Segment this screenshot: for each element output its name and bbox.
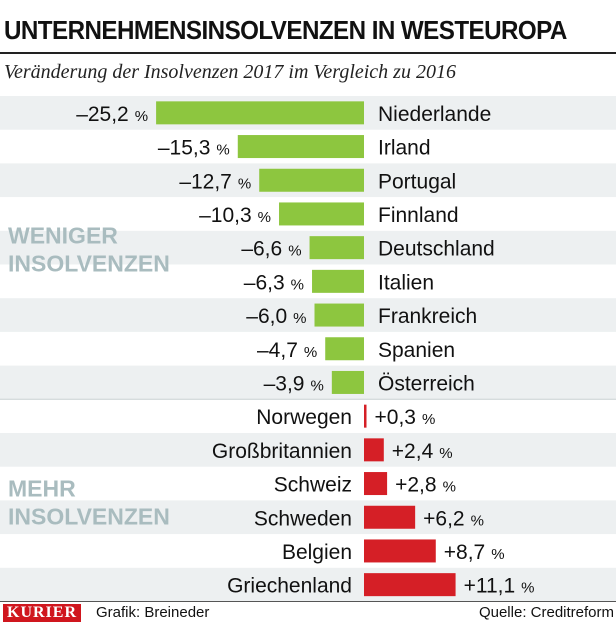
- group-label: MEHR: [8, 475, 76, 501]
- chart-subtitle: Veränderung der Insolvenzen 2017 im Verg…: [4, 61, 456, 83]
- value-unit: %: [291, 276, 304, 293]
- bar: [364, 404, 367, 428]
- category-label: Belgien: [282, 541, 352, 564]
- category-label: Deutschland: [378, 238, 495, 261]
- bar: [314, 303, 364, 327]
- value-number: –12,7: [179, 170, 232, 193]
- graphic-credit: Grafik: Breineder: [96, 604, 210, 621]
- value-unit: %: [521, 580, 534, 597]
- category-label: Irland: [378, 137, 431, 160]
- value-unit: %: [422, 411, 435, 428]
- value-number: –6,3: [244, 271, 285, 294]
- value-unit: %: [288, 243, 301, 260]
- value-number: –25,2: [76, 103, 129, 126]
- value-number: +0,3: [375, 406, 416, 429]
- bar: [325, 337, 364, 361]
- bar: [237, 135, 364, 159]
- bar: [259, 168, 364, 192]
- value-number: +8,7: [444, 541, 485, 564]
- bar: [312, 269, 364, 293]
- value-unit: %: [216, 142, 229, 159]
- value-unit: %: [491, 546, 504, 563]
- value-number: +2,4: [392, 440, 434, 463]
- value-label: –6,0%: [246, 305, 306, 328]
- value-label: –10,3%: [199, 204, 271, 227]
- category-label: Schweiz: [274, 474, 352, 497]
- bar: [364, 438, 384, 462]
- value-number: –10,3: [199, 204, 252, 227]
- value-number: +6,2: [423, 507, 464, 530]
- category-label: Norwegen: [256, 406, 352, 429]
- bar: [331, 370, 364, 394]
- value-label: –6,6%: [241, 238, 301, 261]
- bar: [156, 101, 364, 125]
- value-label: –25,2%: [76, 103, 148, 126]
- category-label: Niederlande: [378, 103, 491, 126]
- value-label: +8,7%: [444, 541, 505, 564]
- bar: [364, 505, 416, 529]
- value-number: –6,0: [246, 305, 287, 328]
- row-stripe: [0, 500, 616, 535]
- row-stripe: [0, 365, 616, 400]
- category-label: Frankreich: [378, 305, 477, 328]
- value-unit: %: [258, 209, 271, 226]
- bar: [309, 236, 364, 260]
- category-label: Großbritannien: [212, 440, 352, 463]
- value-label: –6,3%: [244, 271, 304, 294]
- row-stripe: [0, 298, 616, 332]
- value-unit: %: [471, 512, 484, 529]
- group-label: WENIGER: [8, 223, 118, 249]
- value-unit: %: [439, 445, 452, 462]
- bar: [364, 573, 456, 597]
- value-label: –15,3%: [158, 137, 230, 160]
- bar: [279, 202, 364, 226]
- category-label: Griechenland: [227, 575, 352, 598]
- group-label: INSOLVENZEN: [8, 503, 170, 529]
- category-label: Finnland: [378, 204, 459, 227]
- category-label: Schweden: [254, 507, 352, 530]
- value-label: +11,1%: [464, 575, 535, 598]
- value-number: +2,8: [395, 474, 436, 497]
- title-rule: [0, 52, 616, 54]
- value-label: –3,9%: [264, 372, 324, 395]
- data-source: Quelle: Creditreform: [478, 604, 614, 621]
- value-unit: %: [238, 175, 251, 192]
- value-unit: %: [310, 377, 323, 394]
- value-number: +11,1: [464, 575, 516, 598]
- value-unit: %: [135, 108, 148, 125]
- value-number: –3,9: [264, 372, 305, 395]
- category-label: Österreich: [378, 372, 475, 395]
- value-number: –4,7: [257, 339, 298, 362]
- value-label: +2,8%: [395, 474, 456, 497]
- value-number: –6,6: [241, 238, 282, 261]
- bar: [364, 472, 388, 496]
- category-label: Spanien: [378, 339, 455, 362]
- value-unit: %: [443, 479, 456, 496]
- value-label: +6,2%: [423, 507, 484, 530]
- value-label: +2,4%: [392, 440, 453, 463]
- value-unit: %: [293, 310, 306, 327]
- category-label: Italien: [378, 271, 434, 294]
- value-label: –12,7%: [179, 170, 251, 193]
- value-unit: %: [304, 344, 317, 361]
- footer-rule: [0, 601, 616, 602]
- bar: [364, 539, 436, 563]
- category-label: Portugal: [378, 170, 456, 193]
- value-number: –15,3: [158, 137, 211, 160]
- kurier-logo: KURIER: [3, 604, 82, 622]
- row-stripe: [0, 433, 616, 467]
- row-stripe: [0, 230, 616, 265]
- row-stripe: [0, 567, 616, 602]
- chart-title: UNTERNEHMENSINSOLVENZEN IN WESTEUROPA: [4, 15, 567, 45]
- value-label: +0,3%: [375, 406, 436, 429]
- value-label: –4,7%: [257, 339, 317, 362]
- group-label: INSOLVENZEN: [8, 251, 170, 277]
